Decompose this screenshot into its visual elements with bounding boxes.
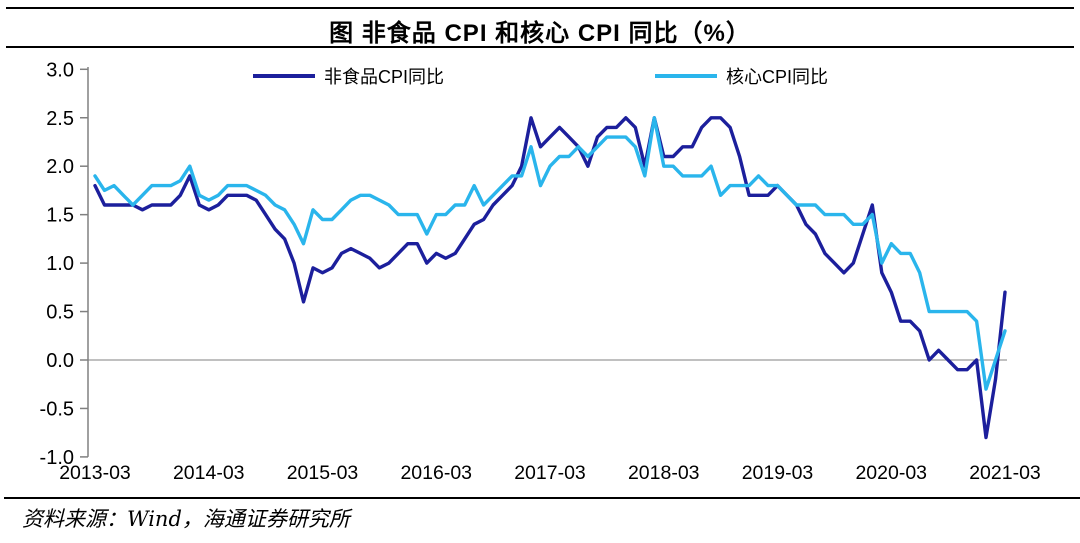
y-tick-label: 2.5 [46,108,74,130]
x-tick-label: 2013-03 [59,462,131,484]
x-tick-label: 2019-03 [742,462,814,484]
y-tick-label: 1.5 [46,205,74,227]
chart-title: 图 非食品 CPI 和核心 CPI 同比（%） [329,20,751,47]
x-tick-label: 2017-03 [514,462,586,484]
top-rule [6,7,1074,9]
legend-swatch-core-cpi [655,74,717,78]
y-tick-label: -0.5 [40,398,74,420]
x-tick-label: 2015-03 [287,462,359,484]
y-tick-label: 2.0 [46,156,74,178]
series-line-core-cpi [93,116,1007,391]
y-tick-label: 0.0 [46,350,74,372]
title-underline-rule [6,46,1074,48]
bottom-rule [4,497,1080,499]
x-tick-label: 2021-03 [969,462,1041,484]
series-line-nonfood-cpi [93,116,1007,440]
x-tick-label: 2014-03 [173,462,245,484]
legend-item-nonfood-cpi: 非食品CPI同比 [253,66,445,87]
legend-swatch-nonfood-cpi [253,74,315,78]
legend-label-nonfood-cpi: 非食品CPI同比 [324,67,445,87]
y-tick-label: 1.0 [46,253,74,275]
legend-item-core-cpi: 核心CPI同比 [655,66,829,87]
y-tick-label: 3.0 [46,59,74,81]
legend-label-core-cpi: 核心CPI同比 [726,67,829,87]
x-tick-label: 2018-03 [628,462,700,484]
x-tick-label: 2020-03 [855,462,927,484]
y-tick-label: 0.5 [46,302,74,324]
y-tick-label: -1.0 [40,447,74,469]
source-note: 资料来源：Wind，海通证券研究所 [22,507,350,531]
x-tick-label: 2016-03 [400,462,472,484]
